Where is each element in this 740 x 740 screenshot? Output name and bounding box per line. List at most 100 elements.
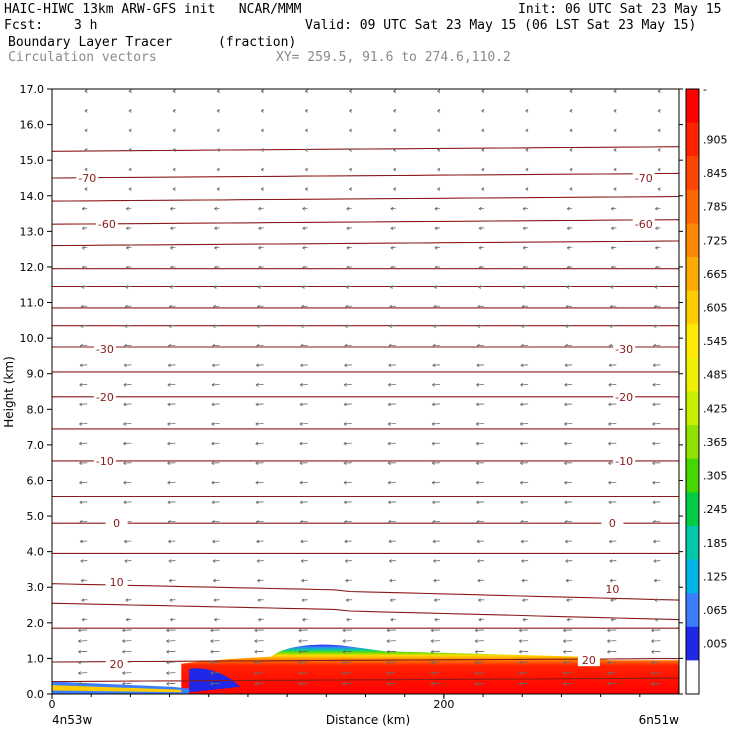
wind-vector xyxy=(211,480,220,485)
wind-vector xyxy=(521,324,529,329)
y-tick-label: 16.0 xyxy=(20,119,45,132)
wind-vector xyxy=(434,226,440,231)
wind-vector xyxy=(78,628,88,633)
wind-vector xyxy=(655,226,661,231)
wind-vector xyxy=(609,559,617,563)
contour-label-bg xyxy=(632,218,655,231)
contour-label-bg xyxy=(613,454,636,467)
wind-vector xyxy=(654,617,661,622)
wind-vector xyxy=(520,402,529,407)
colorbar-swatch xyxy=(686,525,699,561)
wind-vector xyxy=(166,649,176,654)
wind-vector xyxy=(608,539,617,544)
wind-vector xyxy=(433,559,440,563)
wind-vector xyxy=(613,89,617,94)
wind-vector xyxy=(211,383,220,387)
wind-vector xyxy=(349,148,352,152)
wind-vector xyxy=(518,681,529,686)
contour-label-bg xyxy=(601,583,624,596)
wind-vector xyxy=(434,285,440,289)
wind-vector xyxy=(214,246,220,250)
wind-vector xyxy=(477,578,485,583)
wind-vector xyxy=(122,628,132,633)
wind-vector xyxy=(344,363,352,368)
tracer-shallow-inner xyxy=(52,685,182,693)
wind-vector xyxy=(610,265,617,270)
wind-vector xyxy=(653,343,661,348)
wind-vector xyxy=(437,128,441,133)
wind-vector xyxy=(566,226,573,231)
wind-vector xyxy=(437,109,441,113)
wind-vector xyxy=(256,539,264,544)
y-tick-label: 17.0 xyxy=(20,83,45,96)
wind-vector xyxy=(258,246,264,250)
wind-vector xyxy=(79,422,88,426)
colorbar-swatch xyxy=(686,391,699,426)
wind-vector xyxy=(213,304,220,309)
wind-vector xyxy=(564,343,573,348)
wind-vector xyxy=(481,109,485,113)
wind-vector xyxy=(346,246,352,250)
wind-vector xyxy=(211,402,220,407)
contour-label: -70 xyxy=(635,172,653,185)
wind-vector xyxy=(172,89,176,94)
contour-line xyxy=(52,658,679,663)
wind-vector xyxy=(432,363,440,368)
wind-vector xyxy=(349,89,352,94)
wind-vector xyxy=(256,343,264,348)
wind-vector xyxy=(216,167,220,172)
wind-vector xyxy=(254,671,264,675)
wind-vector xyxy=(254,681,264,686)
wind-vector xyxy=(564,363,573,368)
wind-vector xyxy=(302,265,308,270)
wind-vector xyxy=(167,520,176,524)
wind-vector xyxy=(257,304,264,309)
wind-vector xyxy=(216,89,220,94)
wind-vector xyxy=(216,148,220,152)
y-tick-label: 12.0 xyxy=(20,261,45,274)
wind-vector xyxy=(652,480,661,485)
wind-vector xyxy=(170,246,176,250)
x-axis-label: Distance (km) xyxy=(326,713,410,727)
contour-label: -30 xyxy=(615,343,633,356)
wind-vector xyxy=(81,598,88,603)
wind-vector xyxy=(393,89,397,94)
wind-vector xyxy=(522,285,529,289)
wind-vector xyxy=(344,539,352,544)
wind-vector xyxy=(608,402,617,407)
wind-vector xyxy=(437,148,441,152)
wind-vector xyxy=(432,383,440,387)
wind-vector xyxy=(608,422,617,426)
wind-vector xyxy=(128,128,132,133)
wind-vector xyxy=(172,187,176,191)
wind-vector xyxy=(216,187,220,191)
wind-vector xyxy=(258,226,264,231)
wind-vector xyxy=(387,402,396,407)
wind-vector xyxy=(257,285,264,289)
wind-vector xyxy=(390,617,396,622)
wind-vector xyxy=(521,304,529,309)
x-axis: 0 200 xyxy=(49,694,641,711)
wind-vector xyxy=(478,617,485,622)
wind-vector xyxy=(525,89,529,94)
wind-vector xyxy=(210,639,220,643)
wind-vector xyxy=(386,628,396,633)
wind-vector xyxy=(518,639,529,643)
wind-vector xyxy=(301,578,308,583)
circulation-vectors xyxy=(78,89,661,686)
wind-vector xyxy=(255,402,264,407)
wind-vector xyxy=(167,402,176,407)
wind-vector xyxy=(390,246,396,250)
wind-vector xyxy=(300,559,308,563)
wind-vector xyxy=(476,500,485,505)
wind-vector xyxy=(651,671,661,675)
wind-vector xyxy=(481,148,485,152)
contour-line xyxy=(52,146,679,152)
wind-vector xyxy=(125,265,132,270)
wind-vector xyxy=(651,628,661,633)
wind-vector xyxy=(389,324,396,329)
wind-vector xyxy=(349,167,352,172)
wind-vector xyxy=(569,167,573,172)
wind-vector xyxy=(563,660,573,665)
wind-vector xyxy=(430,671,440,675)
